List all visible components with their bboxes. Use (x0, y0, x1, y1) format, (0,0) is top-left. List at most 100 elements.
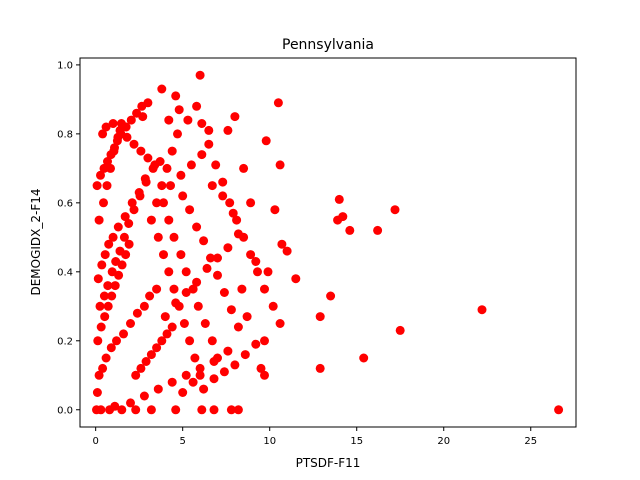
data-point (345, 225, 355, 235)
data-point (103, 301, 113, 311)
data-point (192, 222, 202, 232)
data-point (120, 212, 130, 222)
data-point (199, 384, 209, 394)
data-point (338, 212, 348, 222)
data-point (195, 363, 205, 373)
data-point (251, 257, 261, 266)
data-point (106, 343, 116, 353)
chart-title: Pennsylvania (282, 37, 374, 53)
data-point (124, 239, 134, 249)
data-point (110, 281, 120, 291)
data-point (160, 312, 170, 322)
data-point (98, 363, 108, 373)
data-point (112, 336, 121, 346)
data-point (219, 367, 229, 377)
data-point (169, 284, 179, 294)
y-tick-label: 1.0 (57, 60, 73, 71)
data-point (167, 322, 177, 332)
data-point (223, 243, 233, 253)
data-point (131, 405, 141, 415)
data-point (246, 198, 256, 208)
data-point (96, 170, 105, 180)
data-point (261, 136, 271, 146)
data-point (270, 205, 280, 215)
data-point (115, 125, 125, 135)
data-point (176, 170, 186, 180)
points-layer (92, 70, 564, 415)
data-point (103, 281, 113, 291)
data-point (188, 377, 198, 387)
data-point (197, 119, 207, 128)
data-point (554, 405, 564, 415)
data-point (99, 198, 108, 208)
data-point (185, 205, 195, 215)
data-point (334, 194, 344, 204)
data-point (268, 301, 278, 311)
data-point (315, 312, 325, 322)
data-point (209, 357, 219, 366)
data-point (228, 208, 238, 218)
data-point (260, 284, 269, 294)
data-point (207, 336, 217, 346)
data-point (99, 291, 109, 301)
data-point (102, 181, 112, 191)
y-axis-label: DEMOGIDX_2-F14 (29, 188, 43, 295)
data-point (107, 291, 117, 301)
data-point (113, 222, 123, 232)
data-point (92, 181, 102, 191)
data-point (181, 370, 191, 380)
data-point (126, 115, 136, 125)
data-point (139, 391, 149, 401)
data-point (101, 353, 111, 363)
data-point (253, 267, 262, 277)
data-point (218, 191, 228, 201)
data-point (127, 198, 137, 208)
data-point (183, 115, 193, 125)
data-point (477, 305, 487, 315)
data-point (169, 232, 179, 242)
x-axis-label: PTSDF-F11 (296, 456, 361, 470)
data-point (200, 319, 210, 328)
data-point (106, 163, 115, 173)
data-point (145, 291, 155, 301)
data-point (185, 336, 195, 346)
data-point (197, 405, 207, 415)
data-point (233, 229, 243, 239)
y-tick-label: 0.6 (57, 198, 73, 209)
data-point (190, 353, 200, 363)
data-point (181, 267, 191, 277)
data-point (237, 284, 247, 294)
data-point (108, 232, 118, 242)
data-point (164, 115, 174, 125)
data-point (209, 405, 219, 415)
data-point (251, 339, 261, 349)
data-point (178, 388, 188, 397)
data-point (94, 370, 104, 380)
data-point (117, 260, 127, 270)
data-point (256, 363, 266, 373)
data-point (176, 250, 186, 260)
data-point (146, 350, 156, 360)
data-point (150, 160, 160, 170)
data-point (136, 363, 146, 373)
data-point (291, 274, 301, 284)
data-point (233, 405, 243, 415)
y-tick-label: 0.0 (57, 405, 73, 416)
data-point (260, 370, 269, 380)
data-point (100, 312, 110, 322)
x-tick-label: 25 (524, 436, 537, 447)
data-point (223, 346, 233, 356)
data-point (124, 219, 134, 228)
data-point (152, 343, 162, 353)
data-point (152, 284, 162, 294)
data-point (219, 288, 229, 297)
data-point (277, 239, 287, 249)
data-point (171, 298, 181, 308)
y-tick-label: 0.2 (57, 336, 73, 347)
data-point (157, 181, 167, 191)
data-point (282, 246, 292, 256)
data-point (162, 163, 172, 173)
data-point (92, 388, 102, 397)
data-point (119, 232, 129, 242)
